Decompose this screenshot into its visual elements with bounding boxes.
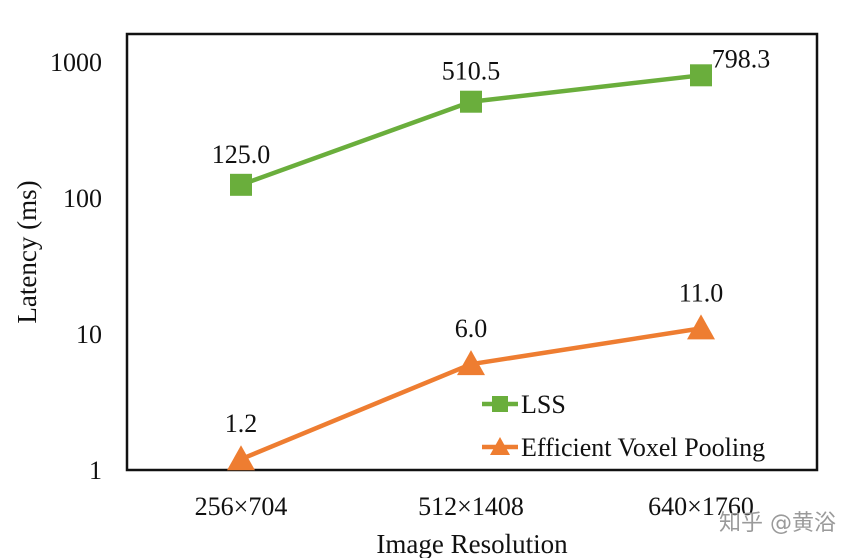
- x-tick-label: 640×1760: [648, 492, 754, 521]
- data-point-square: [460, 90, 482, 113]
- y-tick-label: 100: [63, 184, 102, 213]
- y-axis-ticks: 1 10 100 1000: [50, 48, 102, 485]
- legend: LSS Efficient Voxel Pooling: [482, 390, 765, 462]
- y-tick-label: 1000: [50, 48, 102, 77]
- data-label: 1.2: [225, 409, 258, 438]
- data-label: 798.3: [712, 44, 771, 73]
- y-tick-label: 1: [89, 456, 102, 485]
- data-point-square: [230, 173, 252, 196]
- data-point-square: [690, 64, 712, 87]
- y-tick-label: 10: [76, 320, 102, 349]
- x-axis-ticks: 256×704 512×1408 640×1760: [195, 492, 754, 521]
- watermark: 知乎 @黄浴: [719, 511, 836, 536]
- data-point-triangle: [687, 314, 715, 340]
- data-label: 6.0: [455, 314, 488, 343]
- data-label: 125.0: [212, 140, 271, 169]
- data-point-triangle: [227, 445, 255, 471]
- legend-label: LSS: [521, 390, 566, 419]
- legend-triangle-icon: [490, 437, 510, 455]
- legend-square-icon: [492, 396, 508, 412]
- series-layer: 125.0 510.5 798.3 1.2 6.0 11.0: [212, 44, 771, 471]
- plot-frame: [125, 32, 819, 472]
- y-axis-title: Latency (ms): [12, 180, 42, 323]
- data-point-triangle: [457, 350, 485, 376]
- x-tick-label: 512×1408: [418, 492, 524, 521]
- legend-label: Efficient Voxel Pooling: [521, 433, 765, 462]
- x-tick-label: 256×704: [195, 492, 288, 521]
- data-label: 11.0: [679, 278, 724, 307]
- data-label: 510.5: [442, 57, 501, 86]
- x-axis-title: Image Resolution: [376, 529, 568, 558]
